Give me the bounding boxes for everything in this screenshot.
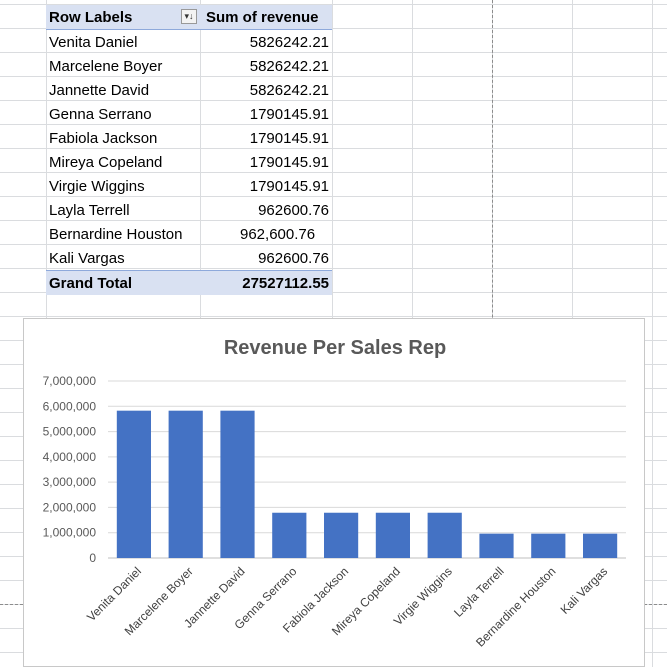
pivot-row-label[interactable]: Mireya Copeland	[49, 153, 163, 171]
pivot-row-label[interactable]: Jannette David	[49, 81, 150, 99]
pivot-row[interactable]: Mireya Copeland 1790145.91	[46, 150, 332, 174]
gridline-row	[0, 196, 667, 197]
gridline-row	[0, 4, 667, 5]
sort-filter-icon[interactable]: ▾↓	[181, 9, 197, 24]
bar[interactable]	[272, 512, 307, 558]
pivot-row-label[interactable]: Virgie Wiggins	[49, 177, 145, 195]
y-tick-label: 2,000,000	[43, 500, 97, 514]
gridline-row	[0, 268, 667, 269]
gridline-row	[0, 28, 667, 29]
y-tick-label: 5,000,000	[43, 425, 97, 439]
gridline-row	[0, 316, 667, 317]
grand-total-value[interactable]: 27527112.55	[242, 274, 329, 292]
y-tick-label: 3,000,000	[43, 475, 97, 489]
pivot-row-label[interactable]: Layla Terrell	[49, 201, 130, 219]
gridline-row	[0, 124, 667, 125]
grand-total-row[interactable]: Grand Total 27527112.55	[46, 270, 332, 295]
pivot-row-value[interactable]: 962,600.76	[240, 225, 316, 243]
bar[interactable]	[220, 410, 255, 558]
pivot-row-value[interactable]: 962600.76	[258, 249, 329, 267]
pivot-table[interactable]: Row Labels ▾↓ Sum of revenue Venita Dani…	[46, 5, 332, 295]
gridline-row	[0, 76, 667, 77]
bar[interactable]	[375, 512, 410, 558]
gridline-row	[0, 100, 667, 101]
pivot-row-label[interactable]: Kali Vargas	[49, 249, 125, 267]
gridline-row	[0, 52, 667, 53]
chart-title[interactable]: Revenue Per Sales Rep	[223, 337, 447, 359]
y-tick-label: 7,000,000	[43, 374, 97, 388]
pivot-row[interactable]: Venita Daniel 5826242.21	[46, 30, 332, 54]
pivot-row-value[interactable]: 962600.76	[258, 201, 329, 219]
gridline-column	[652, 0, 653, 667]
row-labels-header[interactable]: Row Labels	[49, 8, 133, 26]
pivot-header-row[interactable]: Row Labels ▾↓ Sum of revenue	[46, 5, 332, 30]
y-tick-label: 4,000,000	[43, 450, 97, 464]
pivot-row-value[interactable]: 5826242.21	[249, 81, 329, 99]
pivot-row-value[interactable]: 1790145.91	[249, 177, 329, 195]
bar[interactable]	[324, 512, 359, 558]
pivot-row[interactable]: Marcelene Boyer 5826242.21	[46, 54, 332, 78]
gridline-row	[0, 292, 667, 293]
bar[interactable]	[427, 512, 462, 558]
sum-of-revenue-header[interactable]: Sum of revenue	[206, 8, 319, 26]
y-tick-label: 1,000,000	[43, 526, 97, 540]
gridline-row	[0, 172, 667, 173]
gridline-row	[0, 220, 667, 221]
pivot-row-value[interactable]: 1790145.91	[249, 153, 329, 171]
x-tick-label: Kali Vargas	[558, 564, 611, 617]
y-tick-label: 6,000,000	[43, 399, 97, 413]
chart-plot[interactable]: 0 1,000,000 2,000,000 3,000,000 4,000,000 5,0…	[24, 319, 646, 668]
grand-total-label[interactable]: Grand Total	[49, 274, 133, 292]
pivot-row-label[interactable]: Marcelene Boyer	[49, 57, 163, 75]
pivot-row-label[interactable]: Venita Daniel	[49, 33, 138, 51]
pivot-row-value[interactable]: 5826242.21	[249, 57, 329, 75]
bar[interactable]	[531, 533, 566, 558]
y-tick-label: 0	[89, 551, 96, 565]
pivot-row[interactable]: Layla Terrell 962600.76	[46, 198, 332, 222]
pivot-row[interactable]: Fabiola Jackson 1790145.91	[46, 126, 332, 150]
pivot-row-label[interactable]: Bernardine Houston	[49, 225, 183, 243]
bar[interactable]	[168, 410, 203, 558]
pivot-row-value[interactable]: 1790145.91	[249, 129, 329, 147]
pivot-row-value[interactable]: 1790145.91	[249, 105, 329, 123]
x-tick-label: Layla Terrell	[451, 564, 506, 619]
pivot-row[interactable]: Jannette David 5826242.21	[46, 78, 332, 102]
pivot-row[interactable]: Kali Vargas 962600.76	[46, 246, 332, 270]
bar[interactable]	[583, 533, 618, 558]
pivot-row[interactable]: Bernardine Houston 962,600.76	[46, 222, 332, 246]
pivot-row-value[interactable]: 5826242.21	[249, 33, 329, 51]
pivot-row-label[interactable]: Genna Serrano	[49, 105, 152, 123]
bar[interactable]	[116, 410, 151, 558]
revenue-chart[interactable]: Revenue Per Sales Rep 0 1,000,000 2,000,00…	[23, 318, 645, 667]
bar[interactable]	[479, 533, 514, 558]
pivot-row[interactable]: Virgie Wiggins 1790145.91	[46, 174, 332, 198]
gridline-row	[0, 148, 667, 149]
pivot-row[interactable]: Genna Serrano 1790145.91	[46, 102, 332, 126]
pivot-row-label[interactable]: Fabiola Jackson	[49, 129, 158, 147]
gridline-row	[0, 244, 667, 245]
